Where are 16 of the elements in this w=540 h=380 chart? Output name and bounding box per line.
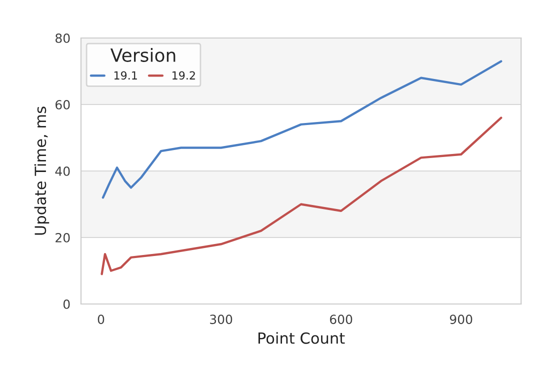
- y-axis-title: Update Time, ms: [34, 106, 50, 235]
- x-tick-label: 0: [98, 314, 104, 324]
- legend-label: 19.2: [172, 71, 195, 80]
- line-series: [100, 116, 502, 276]
- y-tick-label: 0: [63, 299, 70, 309]
- legend-label: 19.1: [114, 71, 137, 80]
- y-tick-label: 40: [55, 166, 70, 176]
- x-tick-label: 300: [210, 314, 232, 324]
- line-series: [102, 60, 502, 199]
- y-tick-label: 20: [56, 232, 70, 242]
- legend-title: Version: [110, 48, 176, 62]
- x-axis-title: Point Count: [258, 332, 345, 344]
- x-tick-label: 900: [450, 314, 472, 324]
- y-tick-label: 80: [56, 33, 70, 43]
- y-tick-label: 60: [56, 100, 70, 110]
- x-tick-label: 600: [330, 314, 352, 324]
